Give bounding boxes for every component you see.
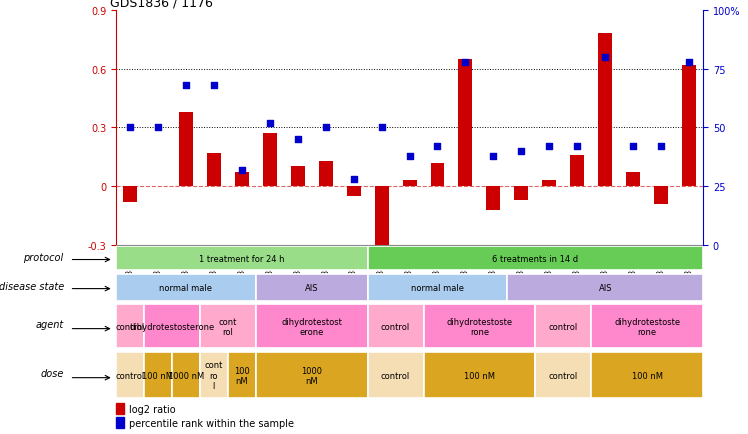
Point — [264, 120, 276, 127]
Text: dihydrotestost
erone: dihydrotestost erone — [281, 317, 342, 336]
Text: AIS: AIS — [305, 283, 319, 292]
Text: cont
ro
l: cont ro l — [205, 361, 223, 390]
Bar — [423, 352, 536, 398]
Text: dihydrotestoste
rone: dihydrotestoste rone — [447, 317, 512, 336]
Point — [683, 59, 695, 66]
Bar — [431, 163, 444, 187]
Point — [236, 167, 248, 174]
Text: agent: agent — [35, 319, 64, 329]
Bar — [291, 167, 304, 187]
Point — [488, 153, 500, 160]
Point — [319, 125, 331, 132]
Bar — [144, 305, 200, 349]
Point — [655, 143, 667, 150]
Bar — [507, 274, 703, 301]
Point — [432, 143, 444, 150]
Bar — [515, 187, 528, 201]
Point — [404, 153, 416, 160]
Bar — [626, 173, 640, 187]
Bar — [228, 352, 256, 398]
Bar — [200, 352, 228, 398]
Text: control: control — [115, 371, 144, 380]
Point — [571, 143, 583, 150]
Text: control: control — [549, 322, 578, 331]
Bar — [256, 352, 367, 398]
Text: 1000 nM: 1000 nM — [168, 371, 204, 380]
Bar — [116, 352, 144, 398]
Point — [628, 143, 640, 150]
Bar — [591, 305, 703, 349]
Text: 1 treatment for 24 h: 1 treatment for 24 h — [199, 254, 284, 263]
Text: 100 nM: 100 nM — [464, 371, 495, 380]
Bar — [570, 155, 584, 187]
Text: 100 nM: 100 nM — [142, 371, 174, 380]
Bar — [654, 187, 668, 204]
Bar — [542, 181, 557, 187]
Text: 1000
nM: 1000 nM — [301, 366, 322, 385]
Bar — [402, 181, 417, 187]
Bar — [116, 274, 256, 301]
Bar — [598, 34, 613, 187]
Point — [459, 59, 471, 66]
Bar — [486, 187, 500, 210]
Bar — [375, 187, 388, 251]
Text: 6 treatments in 14 d: 6 treatments in 14 d — [492, 254, 578, 263]
Bar — [123, 187, 137, 202]
Point — [124, 125, 136, 132]
Bar — [682, 66, 696, 187]
Text: percentile rank within the sample: percentile rank within the sample — [129, 418, 294, 428]
Bar — [263, 134, 277, 187]
Text: control: control — [549, 371, 578, 380]
Bar — [179, 112, 193, 187]
Bar — [116, 418, 124, 428]
Bar — [591, 352, 703, 398]
Text: control: control — [381, 322, 410, 331]
Point — [152, 125, 164, 132]
Bar — [459, 59, 473, 187]
Text: GDS1836 / 1176: GDS1836 / 1176 — [110, 0, 213, 10]
Point — [180, 82, 191, 89]
Bar — [256, 305, 367, 349]
Bar — [144, 352, 172, 398]
Text: dose: dose — [40, 368, 64, 378]
Text: disease state: disease state — [0, 281, 64, 291]
Bar — [116, 404, 124, 414]
Point — [292, 136, 304, 143]
Text: AIS: AIS — [598, 283, 612, 292]
Bar — [536, 305, 591, 349]
Bar — [367, 305, 423, 349]
Text: control: control — [115, 322, 144, 331]
Point — [375, 125, 387, 132]
Bar — [116, 305, 144, 349]
Point — [543, 143, 555, 150]
Text: control: control — [381, 371, 410, 380]
Point — [348, 176, 360, 183]
Bar — [235, 173, 249, 187]
Text: 100
nM: 100 nM — [234, 366, 250, 385]
Point — [599, 54, 611, 61]
Text: 100 nM: 100 nM — [632, 371, 663, 380]
Bar — [367, 352, 423, 398]
Text: dihydrotestoste
rone: dihydrotestoste rone — [614, 317, 680, 336]
Text: normal male: normal male — [411, 283, 464, 292]
Text: protocol: protocol — [23, 253, 64, 263]
Text: dihydrotestosterone: dihydrotestosterone — [129, 322, 215, 331]
Bar — [206, 153, 221, 187]
Bar — [172, 352, 200, 398]
Point — [515, 148, 527, 155]
Text: cont
rol: cont rol — [218, 317, 237, 336]
Bar — [256, 274, 367, 301]
Bar — [423, 305, 536, 349]
Bar — [116, 247, 367, 271]
Text: log2 ratio: log2 ratio — [129, 404, 176, 414]
Bar — [367, 274, 507, 301]
Point — [208, 82, 220, 89]
Text: normal male: normal male — [159, 283, 212, 292]
Bar — [367, 247, 703, 271]
Bar — [319, 161, 333, 187]
Bar — [200, 305, 256, 349]
Bar — [346, 187, 361, 196]
Bar — [536, 352, 591, 398]
